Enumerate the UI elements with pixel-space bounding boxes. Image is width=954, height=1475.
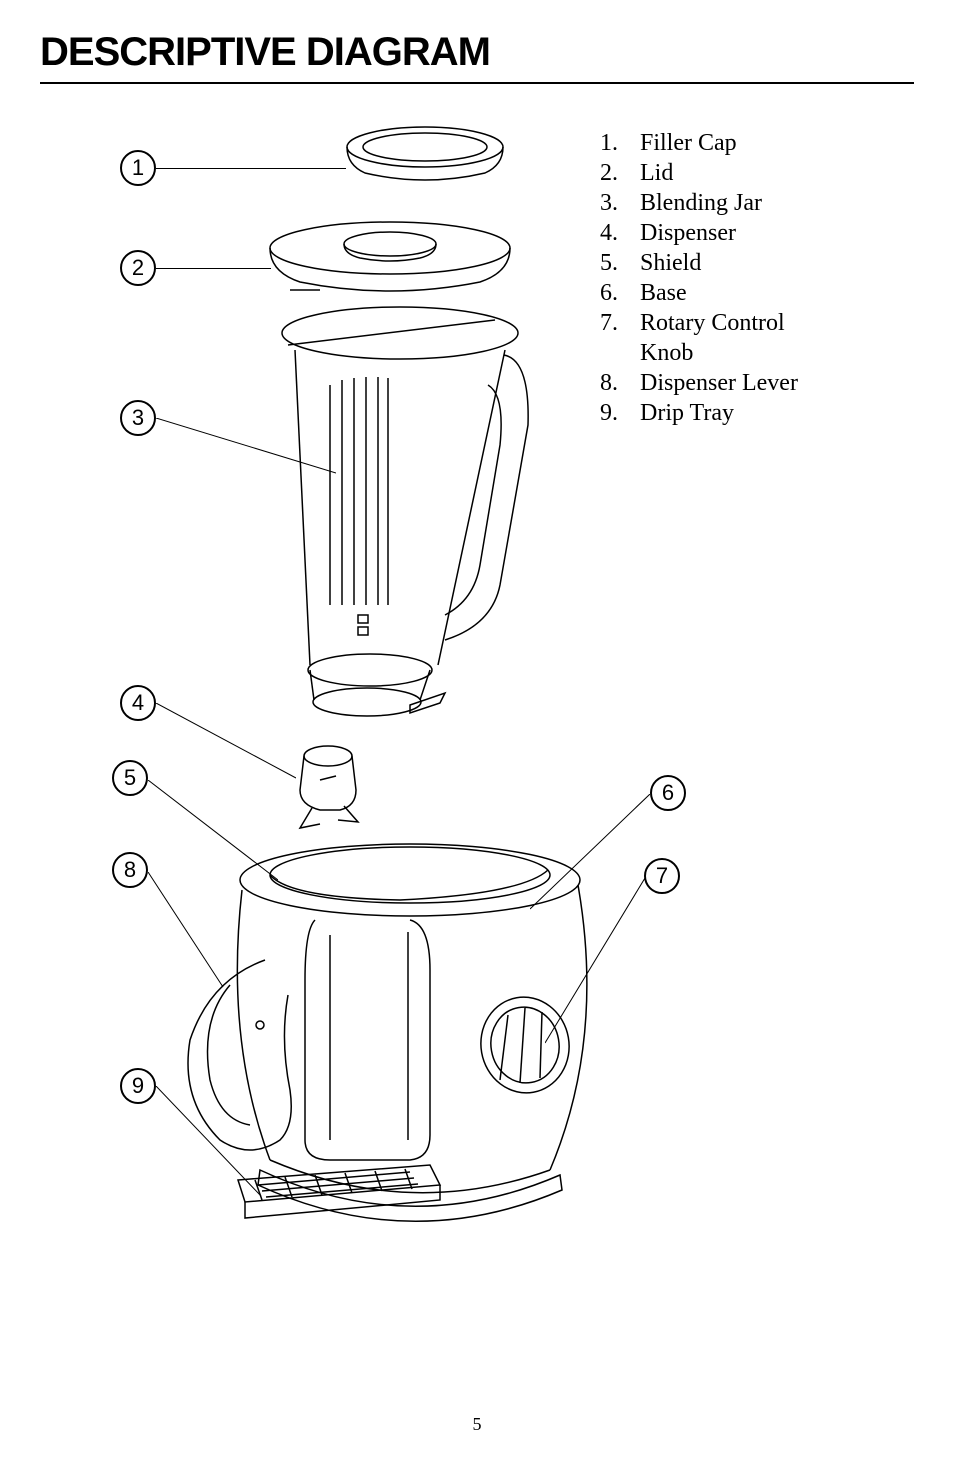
legend-row: 5.Shield — [600, 248, 798, 278]
legend-num: 4. — [600, 218, 640, 248]
callout-3-line — [156, 418, 336, 478]
callout-6: 6 — [650, 775, 686, 811]
legend-row: 2.Lid — [600, 158, 798, 188]
title-underline — [40, 82, 914, 84]
legend-row: 4.Dispenser — [600, 218, 798, 248]
legend-label: Drip Tray — [640, 398, 798, 428]
callout-4: 4 — [120, 685, 156, 721]
legend-label: Base — [640, 278, 798, 308]
part-blending-jar — [270, 305, 530, 725]
callout-8: 8 — [112, 852, 148, 888]
legend-num: 7. — [600, 308, 640, 338]
part-filler-cap — [340, 125, 510, 185]
legend-num: 9. — [600, 398, 640, 428]
legend-num: 6. — [600, 278, 640, 308]
callout-8-line — [148, 872, 228, 992]
legend-num: 8. — [600, 368, 640, 398]
legend-num: 2. — [600, 158, 640, 188]
callout-4-number: 4 — [132, 690, 144, 716]
callout-7-number: 7 — [656, 863, 668, 889]
page-title: DESCRIPTIVE DIAGRAM — [40, 30, 490, 75]
legend-label: Blending Jar — [640, 188, 798, 218]
callout-2: 2 — [120, 250, 156, 286]
part-dispenser — [290, 740, 370, 830]
legend-row: 3.Blending Jar — [600, 188, 798, 218]
callout-3-number: 3 — [132, 405, 144, 431]
legend-row: 6.Base — [600, 278, 798, 308]
page-number: 5 — [0, 1414, 954, 1435]
legend-num — [600, 338, 640, 368]
callout-2-number: 2 — [132, 255, 144, 281]
diagram-area: 1 2 3 4 5 6 7 8 9 — [0, 100, 954, 1300]
legend-label: Filler Cap — [640, 128, 798, 158]
callout-2-line — [156, 268, 271, 269]
part-lid — [260, 220, 520, 300]
legend-label: Shield — [640, 248, 798, 278]
callout-7-line — [545, 878, 645, 1048]
legend-num: 5. — [600, 248, 640, 278]
legend-row: 9.Drip Tray — [600, 398, 798, 428]
legend-label: Knob — [640, 338, 798, 368]
legend-label: Dispenser — [640, 218, 798, 248]
callout-5-number: 5 — [124, 765, 136, 791]
callout-6-number: 6 — [662, 780, 674, 806]
legend-label: Rotary Control — [640, 308, 798, 338]
legend-label: Dispenser Lever — [640, 368, 798, 398]
callout-1-number: 1 — [132, 155, 144, 181]
legend-row: 7.Rotary Control — [600, 308, 798, 338]
legend-row: 1.Filler Cap — [600, 128, 798, 158]
callout-4-line — [156, 703, 296, 783]
callout-9-number: 9 — [132, 1073, 144, 1099]
legend-row: Knob — [600, 338, 798, 368]
callout-7: 7 — [644, 858, 680, 894]
callout-9: 9 — [120, 1068, 156, 1104]
parts-legend: 1.Filler Cap 2.Lid 3.Blending Jar 4.Disp… — [600, 128, 798, 428]
legend-num: 1. — [600, 128, 640, 158]
callout-8-number: 8 — [124, 857, 136, 883]
callout-3: 3 — [120, 400, 156, 436]
callout-1: 1 — [120, 150, 156, 186]
legend-row: 8.Dispenser Lever — [600, 368, 798, 398]
legend-label: Lid — [640, 158, 798, 188]
callout-1-line — [156, 168, 346, 169]
legend-num: 3. — [600, 188, 640, 218]
callout-9-line — [156, 1086, 266, 1206]
callout-5: 5 — [112, 760, 148, 796]
